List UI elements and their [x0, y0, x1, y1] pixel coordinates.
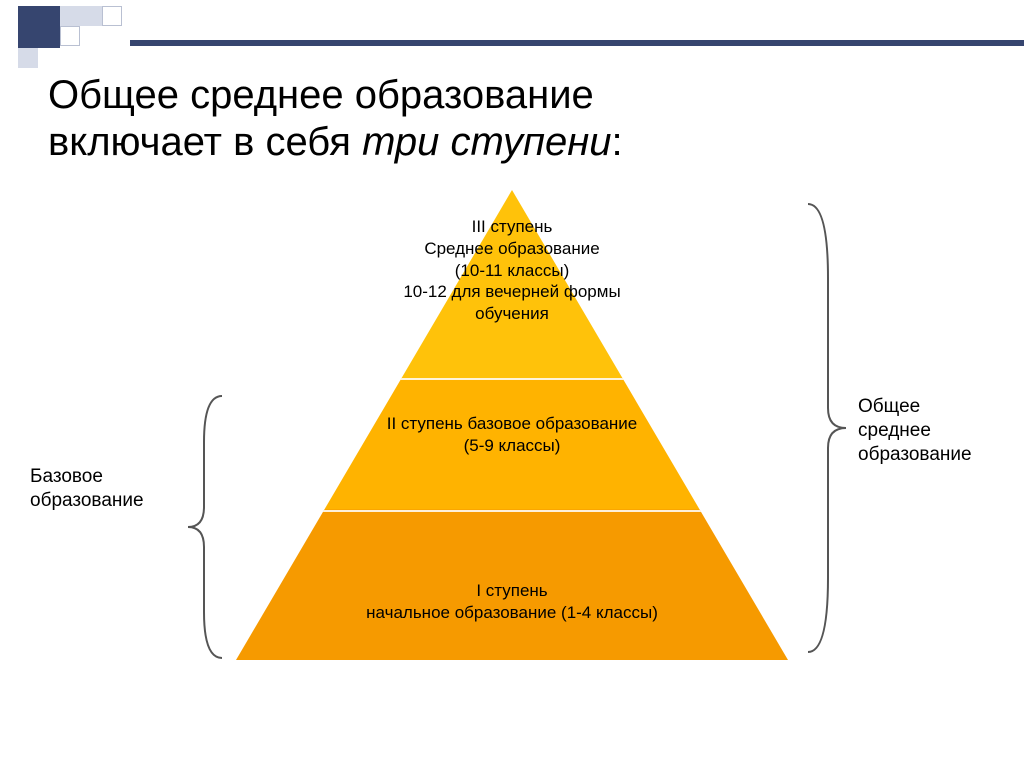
title-line1: Общее среднее образование — [48, 73, 594, 117]
left-label: Базовое образование — [30, 465, 200, 513]
title-line2a: включает в себя — [48, 120, 362, 164]
layer-line: обучения — [236, 303, 788, 325]
left-brace-icon — [182, 392, 232, 662]
pyramid-layer-middle: II ступень базовое образование (5-9 клас… — [236, 413, 788, 457]
pyramid-layer-bottom: I ступень начальное образование (1-4 кла… — [236, 580, 788, 624]
layer-line: Среднее образование — [236, 238, 788, 260]
title-line2c: : — [612, 120, 623, 164]
right-label: Общее среднее образование — [858, 395, 1008, 466]
content-area: III ступень Среднее образование (10-11 к… — [0, 190, 1024, 750]
pyramid: III ступень Среднее образование (10-11 к… — [236, 190, 788, 660]
left-label-line: Базовое — [30, 465, 200, 489]
layer-line: III ступень — [236, 216, 788, 238]
right-brace-icon — [796, 198, 852, 658]
decor-square-light — [18, 48, 38, 68]
layer-line: I ступень — [236, 580, 788, 602]
slide-title: Общее среднее образование включает в себ… — [48, 72, 948, 166]
left-label-line: образование — [30, 489, 200, 513]
layer-line: начальное образование (1-4 классы) — [236, 602, 788, 624]
pyramid-layer-top: III ступень Среднее образование (10-11 к… — [236, 216, 788, 325]
decor-square-outline — [60, 26, 80, 46]
title-line2b: три ступени — [362, 120, 611, 164]
pyramid-divider — [236, 378, 788, 380]
decor-square-light — [60, 6, 102, 26]
decor-top-bar — [130, 40, 1024, 46]
pyramid-divider — [236, 510, 788, 512]
slide: Общее среднее образование включает в себ… — [0, 0, 1024, 768]
decor-square-dark — [18, 6, 60, 48]
layer-line: (10-11 классы) — [236, 260, 788, 282]
right-label-line: образование — [858, 443, 1008, 467]
layer-line: 10-12 для вечерней формы — [236, 281, 788, 303]
layer-line: (5-9 классы) — [236, 435, 788, 457]
layer-line: II ступень базовое образование — [236, 413, 788, 435]
decor-square-outline — [102, 6, 122, 26]
right-label-line: Общее — [858, 395, 1008, 419]
right-label-line: среднее — [858, 419, 1008, 443]
